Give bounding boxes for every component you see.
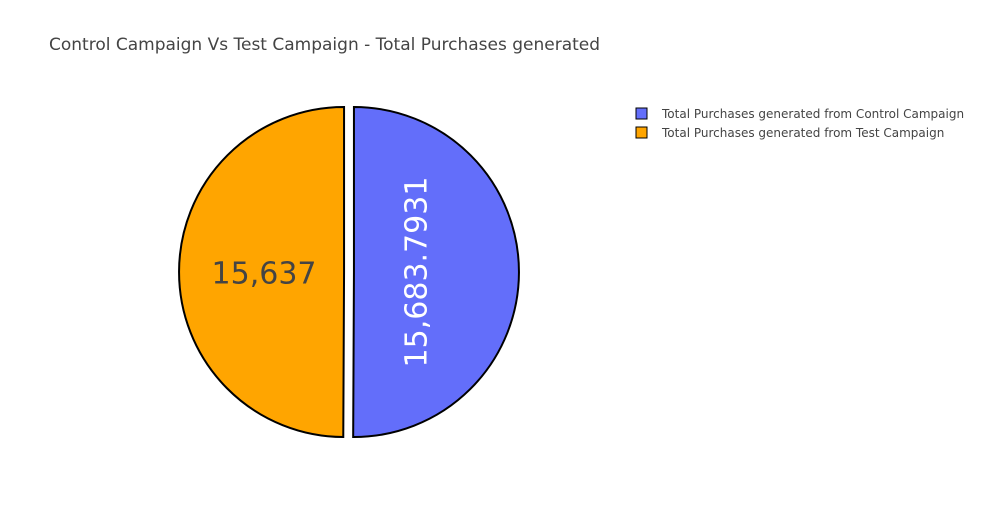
pie-slice-control[interactable]: [352, 106, 520, 439]
slice-label-control: 15,683.7931: [399, 177, 434, 368]
pie-slice-labels: 15,683.7931 15,637: [212, 177, 435, 368]
legend-swatch-control[interactable]: [635, 107, 648, 120]
pie-slice-test[interactable]: [177, 105, 346, 438]
legend-label-test[interactable]: Total Purchases generated from Test Camp…: [661, 126, 944, 140]
chart-legend: Total Purchases generated from Control C…: [635, 107, 964, 140]
legend-swatch-test[interactable]: [635, 126, 648, 139]
slice-label-test: 15,637: [212, 256, 317, 291]
legend-label-control[interactable]: Total Purchases generated from Control C…: [661, 107, 964, 121]
chart-title: Control Campaign Vs Test Campaign - Tota…: [49, 35, 600, 55]
pie-slices: [177, 105, 520, 439]
